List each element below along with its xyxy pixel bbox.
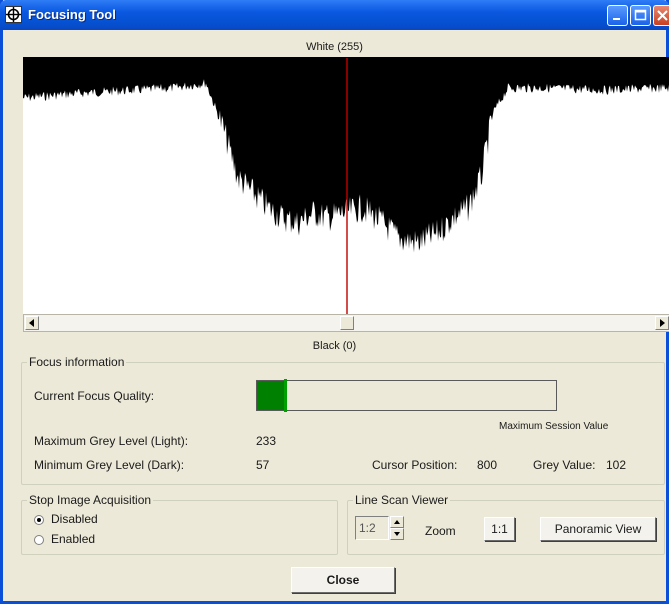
zoom-label: Zoom [425,524,456,538]
min-grey-level-label: Minimum Grey Level (Dark): [34,458,185,472]
window-title: Focusing Tool [28,7,116,22]
line-scan-chart [23,58,669,315]
max-grey-level-value: 233 [256,434,277,448]
focus-quality-meter [256,379,557,412]
plot-scrollbar[interactable] [23,314,669,332]
cursor-position-label: Cursor Position: [372,458,458,472]
enabled-option-label[interactable]: Enabled [51,532,96,546]
close-icon [657,10,668,21]
zoom-reset-button[interactable]: 1:1 [484,517,515,541]
plot-bottom-label: Black (0) [312,340,357,352]
max-session-value-label: Maximum Session Value [499,421,609,432]
current-focus-quality-label: Current Focus Quality: [34,389,155,403]
arrow-up-icon [394,520,400,524]
minimize-button[interactable] [607,5,628,26]
crosshair-icon [5,6,22,23]
grey-profile-area [23,58,669,253]
title-bar[interactable]: Focusing Tool [0,0,669,30]
maximize-button[interactable] [630,5,651,26]
scroll-right-button[interactable] [655,316,669,330]
zoom-input[interactable]: 1:2 [355,516,389,540]
minimize-icon [613,18,620,20]
zoom-up-button[interactable] [390,516,404,528]
focus-quality-fill [257,381,285,410]
grey-value: 102 [606,458,627,472]
arrow-down-icon [394,532,400,536]
disabled-option-label[interactable]: Disabled [51,512,98,526]
scroll-left-button[interactable] [25,316,39,330]
cursor-position-value: 800 [477,458,498,472]
stop-acquisition-group: Stop Image Acquisition [21,493,338,555]
triangle-left-icon [29,319,34,327]
focus-information-group: Focus information [21,355,665,485]
grey-value-label: Grey Value: [533,458,596,472]
disabled-radio[interactable] [34,515,44,525]
line-scan-viewer-title: Line Scan Viewer [353,493,451,507]
close-window-button[interactable] [653,5,669,26]
min-grey-level-value: 57 [256,458,270,472]
max-grey-level-label: Maximum Grey Level (Light): [34,434,189,448]
triangle-right-icon [660,319,665,327]
close-button[interactable]: Close [291,567,395,593]
line-scan-plot[interactable] [23,57,669,315]
panoramic-view-button[interactable]: Panoramic View [540,517,656,541]
zoom-down-button[interactable] [390,528,404,540]
stop-acquisition-title: Stop Image Acquisition [27,493,154,507]
focus-information-title: Focus information [27,355,127,369]
scroll-thumb[interactable] [340,316,354,330]
line-scan-viewer-group: Line Scan Viewer [347,493,665,555]
maximize-icon [634,9,647,21]
max-session-marker [284,379,287,412]
enabled-radio[interactable] [34,535,44,545]
plot-top-label: White (255) [306,41,363,53]
